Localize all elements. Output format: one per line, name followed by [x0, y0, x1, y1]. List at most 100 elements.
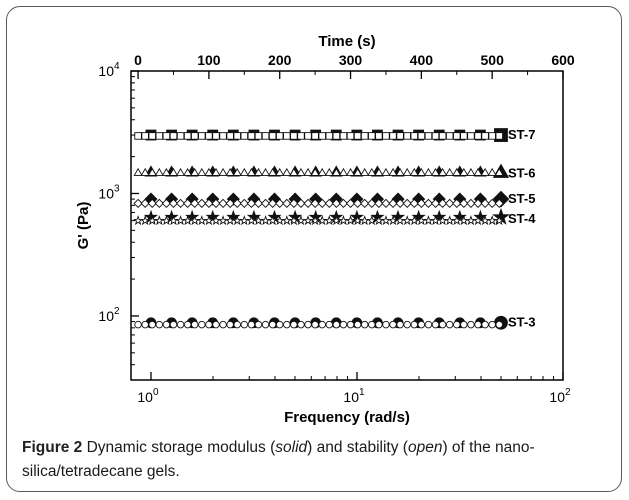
st-4-open-point	[260, 215, 271, 226]
st-6-open-point	[416, 167, 426, 176]
st-7-open-point	[247, 132, 256, 140]
st-5-open-point	[253, 198, 264, 208]
st-7-open-point	[438, 132, 447, 140]
st-7-open-point	[460, 132, 468, 140]
st-6-open-point	[282, 167, 292, 176]
caption-open: open	[407, 439, 443, 456]
st-7-open-point	[453, 132, 461, 140]
st-6-open-point	[253, 167, 264, 176]
st-5-open-point	[374, 198, 384, 208]
st-6-open-point	[459, 167, 469, 176]
st-5-open-point	[168, 198, 179, 208]
st-7-open-point	[389, 132, 397, 140]
st-5-open-point	[416, 198, 426, 208]
st-7-open-point	[311, 132, 319, 140]
st-6-open-point	[473, 167, 483, 176]
st-3-open-point	[233, 320, 241, 329]
st-6-open-point	[218, 167, 228, 176]
figure-label: Figure 2	[22, 439, 83, 456]
st-5-open-point	[183, 198, 193, 208]
st-6-open-point	[183, 167, 193, 176]
st-6-open-point	[324, 167, 334, 176]
st-7-open-point	[176, 132, 185, 140]
st-7-open-point	[410, 132, 419, 140]
st-7-open-point	[297, 132, 305, 140]
st-3-open-point	[219, 320, 227, 329]
st-5-open-point	[140, 198, 150, 208]
st-6-open-point	[423, 167, 434, 176]
st-7-open-point	[254, 132, 263, 140]
chart: 100 101 102 102 103 104 0 100 200 300 400 500 600 ST…	[75, 33, 575, 426]
st-7-open-point	[382, 132, 390, 140]
st-5-open-point	[438, 198, 448, 208]
st-3-open-point	[318, 320, 326, 329]
st-7-open-point	[162, 132, 171, 140]
st-3-open-point	[275, 320, 284, 329]
st-6-open-point	[445, 167, 455, 176]
st-5-open-point	[445, 198, 455, 208]
st-6-open-point	[161, 167, 171, 176]
st-6-open-point	[296, 167, 306, 176]
st-7-open-point	[360, 132, 369, 140]
st-5-open-point	[452, 198, 462, 208]
x-tick-label: 100	[137, 387, 159, 405]
st-7-open-point	[467, 132, 475, 140]
st-6-open-point	[317, 167, 327, 176]
st-3-open-point	[410, 320, 419, 329]
st-5-open-point	[190, 198, 200, 208]
series-label-st-7: ST-7	[508, 127, 535, 142]
caption-text-3: ) of the nano-silica/tetradecane gels.	[22, 439, 535, 480]
st-3-open-point	[134, 320, 142, 329]
st-7-open-point	[353, 132, 362, 140]
st-7-open-point	[268, 132, 277, 140]
st-6-open-point	[395, 167, 405, 176]
st-6-open-point	[345, 167, 356, 176]
st-3-open-point	[304, 320, 312, 329]
st-7-open-point	[368, 132, 376, 140]
y-axis-label: G' (Pa)	[75, 202, 92, 250]
st-6-open-point	[197, 167, 207, 176]
figure-caption: Figure 2 Dynamic storage modulus (solid)…	[22, 436, 612, 484]
st-3-open-point	[141, 320, 149, 329]
st-3-open-point	[169, 320, 178, 329]
st-5-open-point	[430, 198, 441, 208]
st-5-open-point	[289, 198, 299, 208]
st-6-open-point	[140, 167, 150, 176]
st-7-open-point	[424, 132, 433, 140]
x2-tick-label: 500	[481, 52, 505, 68]
st-6-open-point	[246, 167, 256, 176]
x2-tick-label: 400	[410, 52, 434, 68]
st-5-open-point	[204, 198, 214, 208]
st-5-open-point	[225, 198, 235, 208]
st-3-open-point	[467, 320, 475, 329]
st-7-open-point	[417, 132, 426, 140]
st-5-open-point	[367, 198, 377, 208]
st-6-open-point	[275, 167, 285, 176]
st-3-open-point	[155, 320, 164, 329]
st-5-open-point	[459, 198, 469, 208]
series-label-st-4: ST-4	[508, 211, 536, 226]
st-3-open-point	[382, 320, 390, 329]
st-7-open-point	[488, 132, 496, 140]
st-7-open-point	[283, 132, 291, 140]
st-6-open-point	[480, 167, 490, 176]
st-3-open-point	[474, 320, 482, 329]
st-5-open-point	[260, 198, 271, 208]
st-5-open-point	[282, 198, 292, 208]
st-6-open-point	[353, 167, 363, 176]
st-5-open-point	[197, 198, 207, 208]
st-5-open-point	[345, 198, 356, 208]
st-7-open-point	[198, 132, 206, 140]
st-6-open-point	[374, 167, 384, 176]
st-7-open-point	[148, 132, 156, 140]
st-7-open-point	[190, 132, 199, 140]
st-4-open-point	[281, 215, 292, 226]
st-6-open-point	[260, 167, 271, 176]
st-6-open-point	[388, 167, 398, 176]
caption-text-2: ) and stability (	[307, 439, 408, 456]
st-6-open-point	[133, 167, 143, 176]
st-7-open-point	[403, 132, 411, 140]
y-tick-label: 102	[98, 306, 120, 324]
st-7-open-point	[290, 132, 298, 140]
st-7-open-point	[375, 132, 383, 140]
